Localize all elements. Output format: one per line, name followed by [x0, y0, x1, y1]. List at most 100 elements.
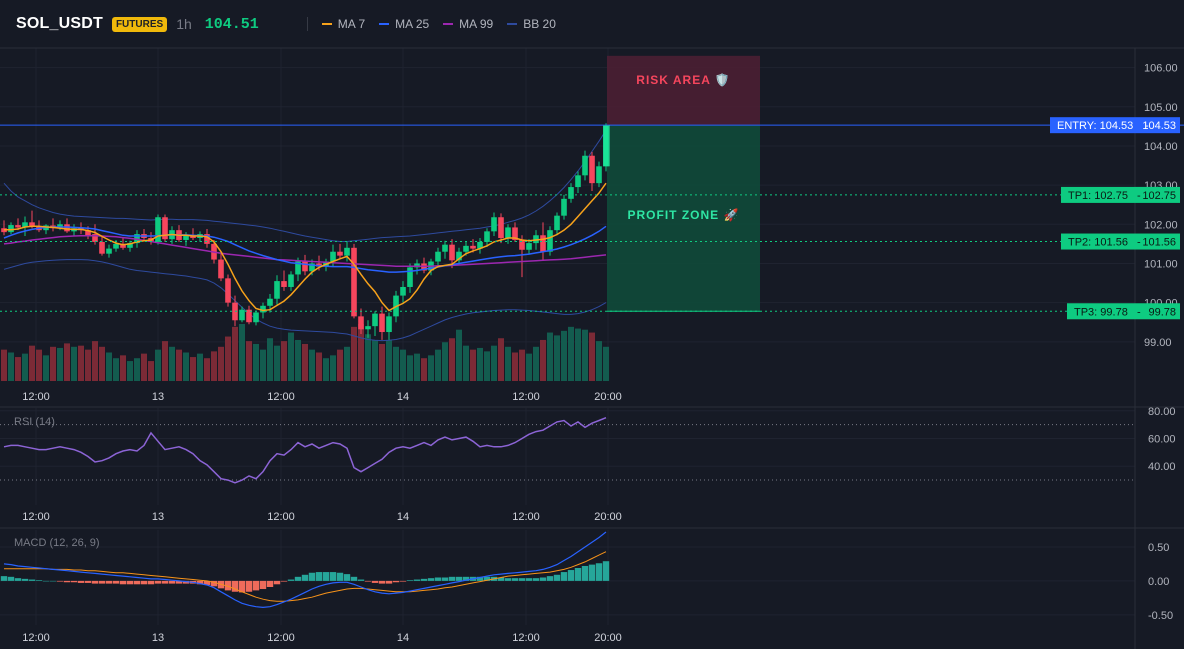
legend-ma25[interactable]: MA 25 — [379, 17, 429, 31]
macd-axis: 0.50 0.00 -0.50 — [1148, 542, 1173, 622]
time-axis-rsi: 12:00 13 12:00 14 12:00 20:00 — [22, 511, 622, 523]
candle-body — [274, 281, 280, 299]
macd-hist-bar — [56, 580, 64, 582]
candle-body — [400, 286, 406, 296]
volume-bar — [15, 357, 21, 381]
futures-badge: FUTURES — [111, 16, 168, 32]
legend-ma7[interactable]: MA 7 — [321, 17, 366, 31]
macd-hist-bar — [315, 572, 323, 581]
macd-hist-bar — [574, 568, 582, 581]
macd-hist-bar — [518, 578, 526, 581]
candle — [498, 213, 504, 244]
volume-bar — [120, 355, 126, 381]
time-tick-label: 14 — [397, 632, 409, 644]
volume-bar — [64, 343, 70, 381]
candle-body — [85, 230, 91, 237]
symbol-name[interactable]: SOL_USDT — [16, 15, 103, 32]
time-tick-label: 13 — [152, 511, 164, 523]
legend-ma7-label: MA 7 — [337, 17, 366, 31]
candle-body — [127, 243, 133, 248]
volume-bar — [407, 355, 413, 381]
price-tick-label: 102.00 — [1144, 219, 1178, 231]
price-tick-label: 106.00 — [1144, 63, 1178, 75]
volume-bar — [71, 346, 77, 381]
macd-hist-bar — [140, 580, 148, 585]
time-axis-main: 12:00 13 12:00 14 12:00 20:00 — [22, 391, 622, 403]
chart-header: SOL_USDT FUTURES 1h 104.51 MA 7 MA 25 MA… — [0, 0, 1184, 48]
macd-hist-bar — [427, 578, 435, 581]
candle — [505, 224, 511, 244]
candle — [582, 150, 588, 181]
candle-body — [477, 241, 483, 249]
macd-hist-bar — [294, 576, 302, 581]
candle-body — [547, 230, 553, 252]
risk-area-label: RISK AREA 🛡️ — [636, 73, 730, 87]
ma25-swatch — [379, 23, 390, 25]
volume-bar — [267, 338, 273, 381]
bb-lower-line — [3, 259, 607, 342]
macd-hist-bar — [371, 580, 379, 583]
macd-hist-bar — [35, 580, 43, 581]
macd-hist-bar — [112, 580, 120, 584]
candle-body — [239, 309, 245, 321]
macd-hist-bar — [385, 580, 393, 584]
price-tick-label: 99.00 — [1144, 337, 1172, 349]
candle-body — [484, 231, 490, 242]
candle — [288, 271, 294, 291]
candle-body — [526, 243, 532, 250]
candle-body — [106, 248, 112, 254]
price-axis: 106.00105.00104.00103.00102.00101.00100.… — [1144, 63, 1178, 349]
candle-body — [491, 217, 497, 232]
macd-hist-bar — [504, 578, 512, 581]
candle — [568, 183, 574, 203]
macd-hist-bar — [588, 564, 596, 581]
volume-bar — [253, 343, 259, 381]
candle-body — [351, 247, 357, 317]
volume-bars — [1, 324, 609, 381]
volume-bar — [288, 332, 294, 381]
target-label-value: 99.78 — [1148, 306, 1176, 318]
volume-bar — [344, 346, 350, 381]
macd-hist-bar — [133, 580, 141, 585]
volume-bar — [106, 352, 112, 381]
macd-hist-bar — [252, 580, 260, 591]
candle — [372, 311, 378, 336]
macd-hist-bar — [203, 580, 211, 585]
macd-hist-bar — [28, 579, 36, 581]
time-tick-label: 12:00 — [22, 632, 50, 644]
macd-signal-line — [4, 551, 607, 602]
candle — [526, 239, 532, 254]
candle-body — [533, 235, 539, 244]
macd-hist-bar — [308, 572, 316, 581]
price-tick-label: 101.00 — [1144, 258, 1178, 270]
macd-hist-bar — [154, 580, 162, 584]
volume-bar — [442, 342, 448, 381]
volume-bar — [337, 349, 343, 381]
candle-body — [449, 244, 455, 261]
candle-body — [344, 247, 350, 256]
time-axis-macd: 12:00 13 12:00 14 12:00 20:00 — [22, 632, 622, 644]
candle-body — [120, 243, 126, 248]
candle-body — [519, 239, 525, 250]
candle — [379, 306, 385, 340]
timeframe-selector[interactable]: 1h — [176, 16, 192, 32]
candle — [218, 253, 224, 282]
volume-bar — [1, 349, 7, 381]
candle — [400, 281, 406, 303]
rsi-axis: 80.00 60.00 40.00 — [1148, 406, 1176, 473]
candle — [456, 247, 462, 266]
macd-hist-bar — [532, 578, 540, 581]
ma7-swatch — [321, 23, 332, 25]
time-tick-label: 12:00 — [512, 632, 540, 644]
candle-body — [554, 215, 560, 231]
candle — [155, 214, 161, 245]
legend-bb20[interactable]: BB 20 — [507, 17, 556, 31]
macd-hist-bar — [413, 579, 421, 581]
legend-ma99[interactable]: MA 99 — [443, 17, 493, 31]
volume-bar — [190, 357, 196, 381]
candle — [15, 218, 21, 231]
candle — [344, 241, 350, 262]
volume-bar — [477, 347, 483, 381]
profit-zone — [607, 125, 760, 312]
